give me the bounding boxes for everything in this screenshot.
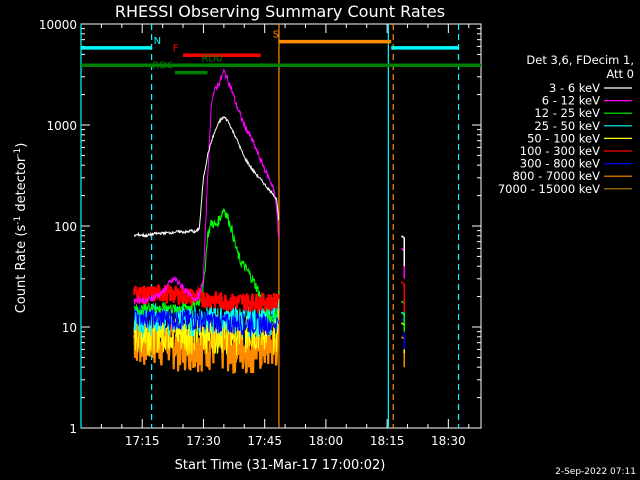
- x-tick-label: 17:30: [186, 434, 221, 448]
- plot-area: 1 10 100 1000 10000 17:15 17:30 17:45 18:00 18:15…: [39, 18, 482, 448]
- y-tick-label: 10000: [39, 18, 77, 32]
- flag-label: S: [273, 30, 279, 41]
- y-axis-label-part: detector: [14, 156, 29, 216]
- series-line: [133, 208, 280, 324]
- y-axis-label-part: Count Rate (s: [14, 225, 29, 314]
- y-tick-label: 100: [54, 220, 77, 234]
- legend-label: 25 - 50 keV: [534, 119, 600, 133]
- legend-label: 3 - 6 keV: [549, 81, 600, 95]
- y-axis-label-sup: -1: [13, 148, 23, 157]
- series-line: [133, 116, 280, 238]
- y-tick-label: 10: [62, 321, 77, 335]
- series-line: [133, 283, 280, 316]
- series-line: [133, 68, 280, 305]
- series-line: [133, 297, 280, 338]
- flag-label: RD6: [152, 61, 173, 72]
- legend-label: 100 - 300 keV: [520, 144, 600, 158]
- y-axis-label: Count Rate (s-1 detector-1): [13, 143, 29, 314]
- x-axis-label: Start Time (31-Mar-17 17:00:02): [175, 458, 386, 473]
- y-tick-label: 1000: [46, 119, 77, 133]
- legend-label: 12 - 25 keV: [534, 106, 600, 120]
- flag-label: RD0: [201, 53, 222, 64]
- flag-label: N: [154, 36, 161, 47]
- flag-label: F: [173, 43, 179, 54]
- y-axis-label-sup: -1: [13, 216, 23, 225]
- legend-header-line: Det 3,6, FDecim 1,: [526, 53, 634, 67]
- legend-label: 300 - 800 keV: [520, 157, 600, 171]
- footer-date: 2-Sep-2022 07:11: [555, 467, 636, 477]
- y-axis-label-part: ): [14, 143, 29, 148]
- x-tick-label: 18:15: [370, 434, 405, 448]
- legend-label: 7000 - 15000 keV: [498, 182, 600, 196]
- x-tick-label: 17:45: [247, 434, 282, 448]
- x-tick-label: 18:30: [431, 434, 466, 448]
- x-tick-label: 17:15: [125, 434, 160, 448]
- y-tick-label: 1: [69, 422, 77, 436]
- chart-title: RHESSI Observing Summary Count Rates: [115, 2, 445, 21]
- plot-frame: [80, 23, 482, 429]
- legend-label: 800 - 7000 keV: [512, 169, 600, 183]
- series-line-late: [400, 281, 406, 313]
- legend-label: 50 - 100 keV: [527, 131, 600, 145]
- legend-header-line: Att 0: [606, 67, 634, 81]
- legend-label: 6 - 12 keV: [542, 94, 600, 108]
- series-line-late: [400, 235, 406, 267]
- x-tick-label: 18:00: [309, 434, 344, 448]
- series-line: [133, 303, 280, 336]
